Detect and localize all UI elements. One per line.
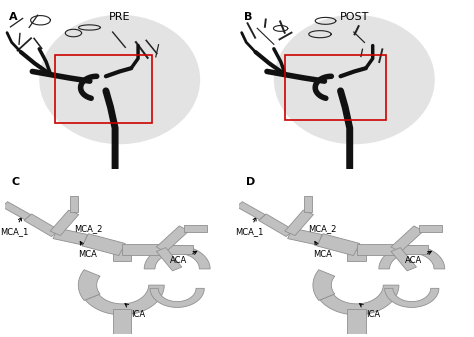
Polygon shape (313, 270, 335, 301)
Polygon shape (144, 246, 210, 269)
Polygon shape (285, 210, 313, 236)
Polygon shape (2, 202, 31, 220)
Polygon shape (419, 225, 442, 232)
Polygon shape (150, 288, 204, 307)
Polygon shape (356, 244, 396, 255)
Polygon shape (396, 245, 428, 254)
Text: ICA: ICA (125, 304, 146, 319)
Polygon shape (237, 202, 265, 220)
Bar (285, 55, 386, 120)
Polygon shape (391, 226, 423, 252)
Polygon shape (258, 214, 294, 237)
Polygon shape (320, 285, 399, 315)
Polygon shape (391, 248, 417, 271)
Polygon shape (122, 244, 161, 255)
Polygon shape (113, 249, 131, 261)
Text: MCA_2: MCA_2 (66, 221, 102, 233)
Polygon shape (85, 285, 164, 315)
Polygon shape (347, 249, 366, 261)
Polygon shape (347, 309, 366, 334)
Ellipse shape (39, 15, 200, 144)
Text: MCA: MCA (78, 242, 97, 259)
Text: D: D (246, 177, 255, 187)
Polygon shape (24, 214, 59, 237)
Text: C: C (12, 177, 20, 187)
Text: MCA_1: MCA_1 (0, 217, 28, 236)
Text: ICA: ICA (360, 304, 380, 319)
Text: POST: POST (340, 11, 369, 22)
Polygon shape (156, 226, 189, 252)
Polygon shape (113, 309, 131, 334)
Polygon shape (78, 270, 100, 301)
Text: MCA_1: MCA_1 (235, 217, 263, 236)
Polygon shape (184, 225, 207, 232)
Polygon shape (53, 228, 88, 245)
Polygon shape (385, 288, 439, 307)
Text: A: A (9, 11, 18, 22)
Ellipse shape (274, 15, 435, 144)
Text: MCA_2: MCA_2 (301, 221, 337, 233)
Text: PRE: PRE (109, 11, 130, 22)
Text: B: B (244, 11, 252, 22)
Polygon shape (304, 196, 312, 212)
Bar (55, 55, 152, 123)
Polygon shape (50, 210, 79, 236)
Polygon shape (379, 246, 445, 269)
Polygon shape (156, 248, 182, 271)
Text: ACA: ACA (405, 251, 431, 265)
Polygon shape (70, 196, 78, 212)
Polygon shape (288, 228, 322, 245)
Polygon shape (161, 245, 193, 254)
Text: ACA: ACA (170, 251, 197, 265)
Polygon shape (317, 234, 360, 255)
Polygon shape (82, 234, 125, 255)
Text: MCA: MCA (313, 242, 332, 259)
